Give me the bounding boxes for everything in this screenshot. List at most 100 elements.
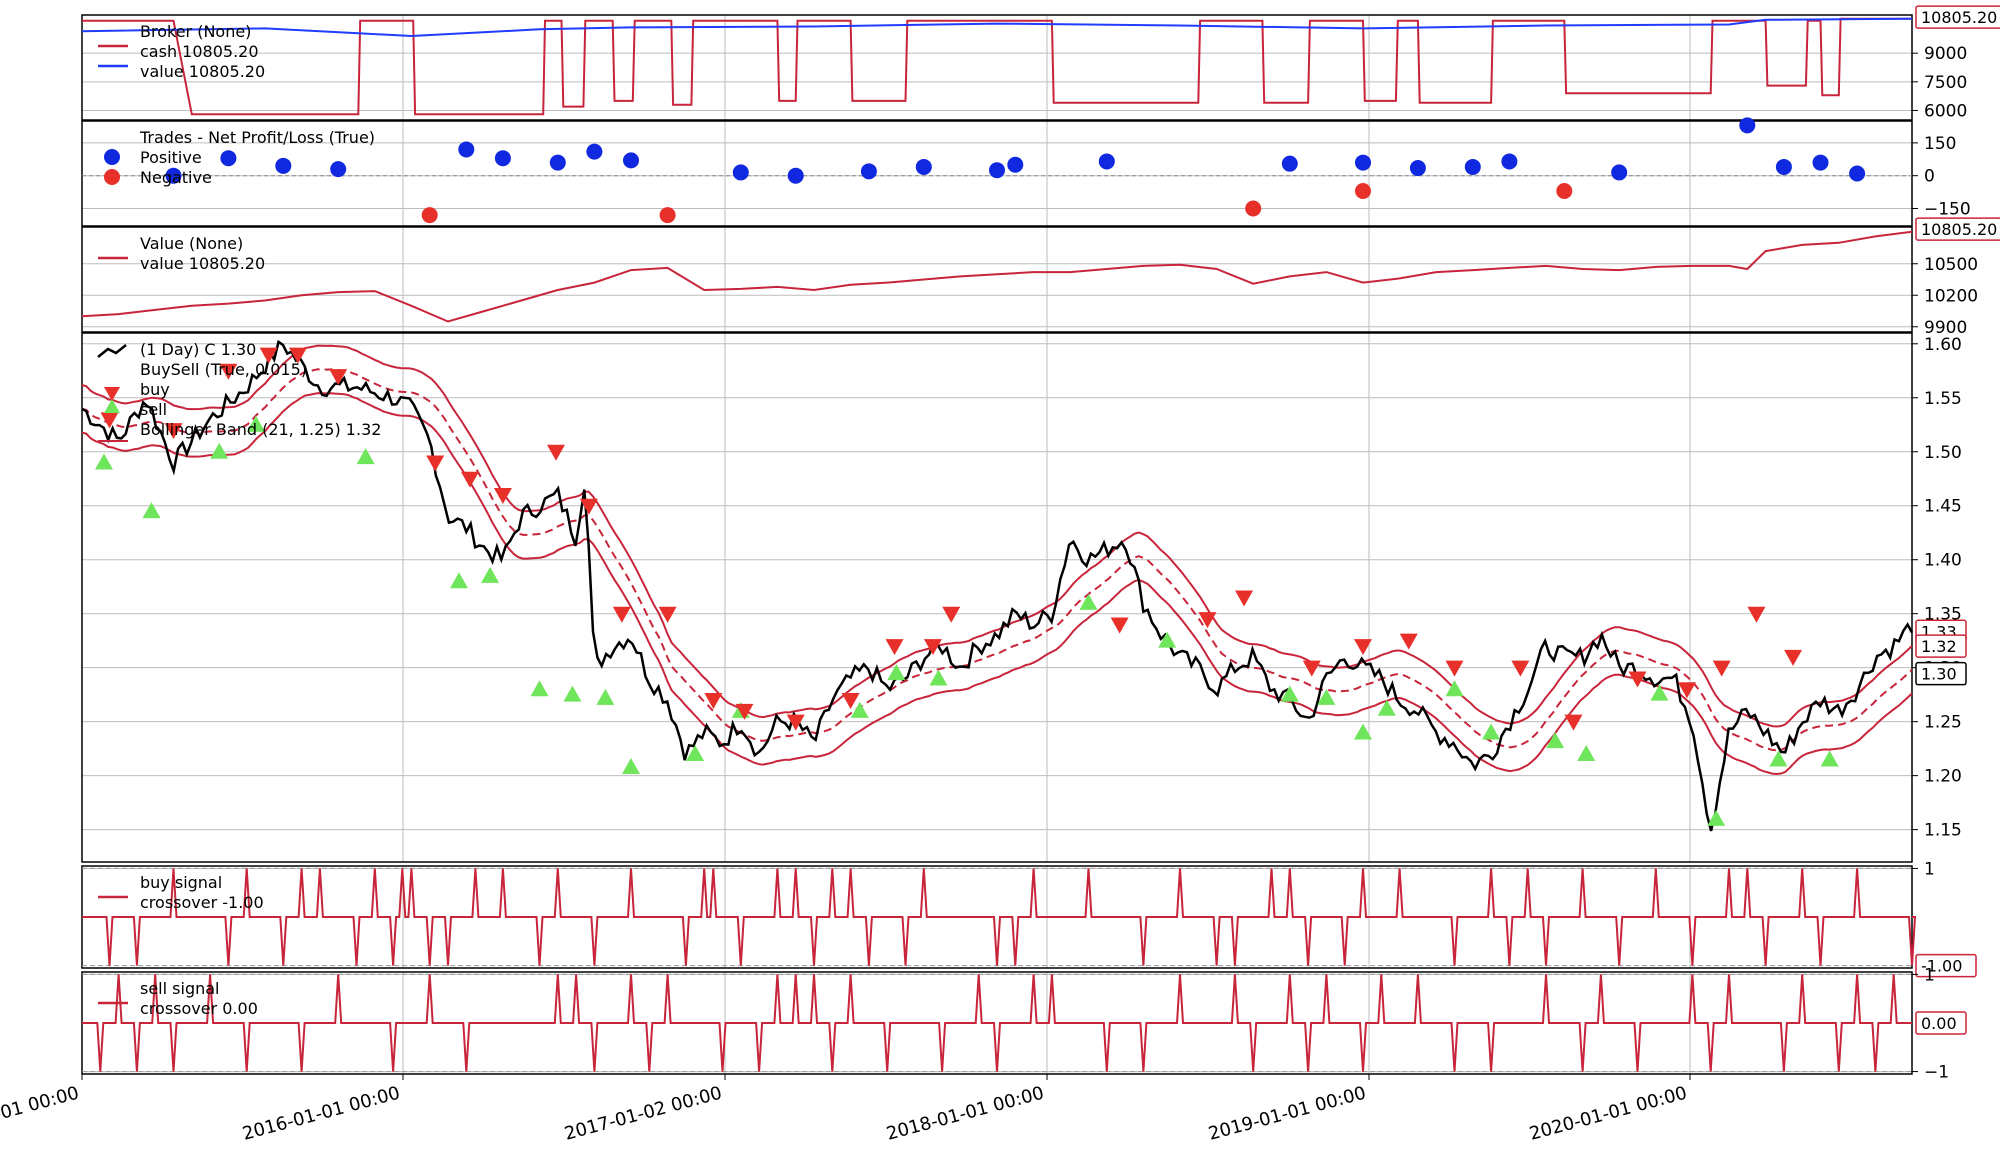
positive-trade-point xyxy=(1007,156,1024,173)
y-tick-label: 1.25 xyxy=(1924,713,1962,733)
buy-marker xyxy=(1317,688,1336,705)
y-tick-label: 1.15 xyxy=(1924,821,1962,841)
negative-trade-point xyxy=(659,207,676,224)
y-tick-label: 9900 xyxy=(1924,318,1967,338)
legend-label: value 10805.20 xyxy=(140,62,265,81)
buy-marker xyxy=(1280,685,1299,702)
last-value-label: 1.30 xyxy=(1921,665,1957,684)
panel-value: Value (None)value 10805.20 xyxy=(81,226,1913,333)
positive-trade-point xyxy=(1409,160,1426,177)
buy-marker xyxy=(1377,699,1396,716)
last-value-box xyxy=(1915,661,1967,686)
legend-sell-swatch xyxy=(104,387,120,401)
sell-marker xyxy=(1399,633,1418,650)
negative-trade-point xyxy=(1355,183,1371,199)
buy-marker xyxy=(686,745,705,762)
value-line xyxy=(81,230,1913,323)
y-tick-label: 1.40 xyxy=(1924,551,1962,571)
buy-marker xyxy=(1546,732,1565,749)
value-line xyxy=(81,17,1913,38)
y-tick-label: 10200 xyxy=(1924,286,1978,306)
positive-trade-point xyxy=(220,150,237,167)
y-tick-label: 1.55 xyxy=(1924,389,1962,409)
buy-marker xyxy=(1482,723,1501,740)
sell-marker xyxy=(1354,639,1372,656)
last-value-box xyxy=(1915,217,2000,241)
sell-marker xyxy=(460,471,479,488)
sell-marker xyxy=(786,714,805,731)
legend-label: cash 10805.20 xyxy=(140,42,259,61)
positive-trade-point xyxy=(1098,153,1115,170)
sell-marker xyxy=(546,444,565,461)
legend-label: BuySell (True, 0.015) xyxy=(140,360,307,379)
y-tick-label: 7500 xyxy=(1924,73,1967,93)
last-value-label: 0.00 xyxy=(1921,1014,1957,1033)
last-value-label: 10805.20 xyxy=(1921,220,1997,239)
sell-marker xyxy=(164,423,183,440)
buy-marker xyxy=(142,502,161,519)
sell-marker xyxy=(923,639,942,656)
legend-label: Positive xyxy=(140,148,202,167)
sell-marker xyxy=(1235,590,1254,607)
buy-marker xyxy=(929,669,948,686)
positive-trade-point xyxy=(458,141,475,158)
buy-marker xyxy=(356,448,375,465)
axis-ticks: 60007500900010805.20−1500150990010200105… xyxy=(1912,5,2000,1083)
negative-trade-point xyxy=(1245,200,1262,217)
sell-marker xyxy=(1564,714,1583,731)
last-value-box xyxy=(1915,634,1967,658)
last-value-box xyxy=(1915,953,1977,978)
positive-trade-point xyxy=(1501,153,1518,170)
positive-trade-point xyxy=(275,157,292,174)
legend-label: (1 Day) C 1.30 xyxy=(140,340,256,359)
y-tick-label: 10500 xyxy=(1924,255,1978,275)
crossover-line xyxy=(82,974,1912,1072)
positive-trade-point xyxy=(1775,158,1792,175)
sell-marker xyxy=(1677,682,1696,699)
y-tick-label: 1.60 xyxy=(1924,335,1962,355)
legend-label: Trades - Net Profit/Loss (True) xyxy=(139,128,375,147)
buy-marker xyxy=(1769,750,1788,767)
y-tick-label: 0 xyxy=(1924,167,1935,187)
positive-trade-point xyxy=(732,164,749,181)
positive-trade-point xyxy=(1355,154,1371,171)
sell-marker xyxy=(885,639,904,656)
buy-marker xyxy=(563,685,582,702)
positive-trade-point xyxy=(1464,158,1481,175)
y-tick-label: 6000 xyxy=(1924,101,1967,121)
legend-buy-swatch xyxy=(104,399,120,413)
last-value-label: -1.00 xyxy=(1921,957,1962,976)
y-tick-label: −150 xyxy=(1924,200,1971,220)
y-tick-label: 1.50 xyxy=(1924,443,1962,463)
bollinger-top-line xyxy=(81,344,1913,728)
buy-marker xyxy=(1577,745,1596,762)
positive-trade-point xyxy=(1281,155,1298,172)
sell-marker xyxy=(1784,649,1803,666)
buy-marker xyxy=(1650,684,1669,701)
panel-frame xyxy=(81,332,1913,863)
sell-marker xyxy=(493,487,512,504)
negative-trade-point xyxy=(1556,183,1573,199)
sell-marker xyxy=(1511,660,1530,677)
bollinger-bot-line xyxy=(81,392,1913,776)
sell-marker xyxy=(841,693,860,710)
panel-trades: Trades - Net Profit/Loss (True)PositiveN… xyxy=(81,117,1913,227)
panel-frame xyxy=(81,120,1913,227)
buy-marker xyxy=(210,442,229,459)
legend-close-swatch xyxy=(97,344,127,358)
last-value-box xyxy=(1915,5,2000,29)
last-value-box xyxy=(1915,1011,1967,1035)
close-price-line xyxy=(81,339,1914,832)
positive-trade-point xyxy=(1739,117,1756,134)
sell-marker xyxy=(612,606,631,623)
sell-marker xyxy=(658,606,677,623)
legend-label: sell xyxy=(140,400,167,419)
legend-label: Broker (None) xyxy=(140,22,251,41)
